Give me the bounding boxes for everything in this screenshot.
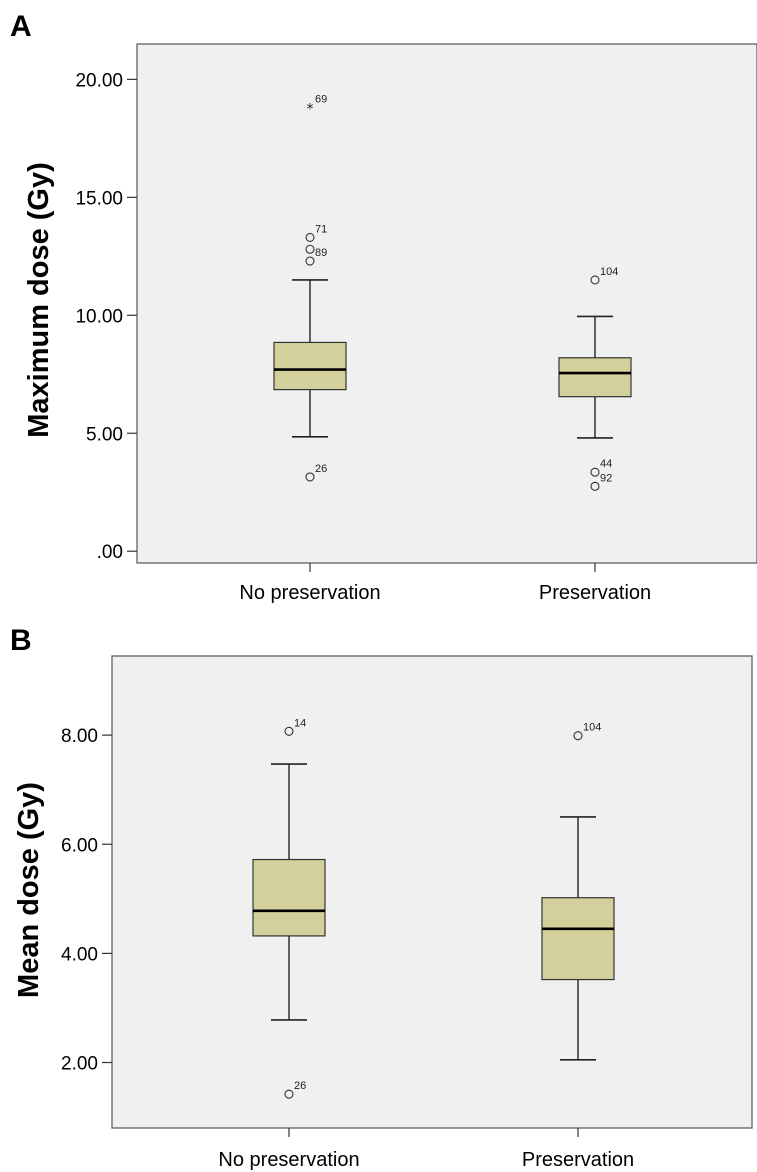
- x-category-label: Preservation: [522, 1149, 634, 1171]
- outlier-label: 92: [600, 472, 612, 484]
- y-tick-label: 5.00: [86, 424, 123, 445]
- x-category-label: Preservation: [539, 582, 651, 604]
- outlier-circle: [305, 472, 315, 482]
- outlier-label: 14: [294, 717, 306, 729]
- plot-area-a: [136, 43, 757, 564]
- outlier-label: 89: [315, 247, 327, 259]
- y-tick-label: .00: [97, 542, 123, 563]
- outlier-circle: [590, 467, 600, 477]
- outlier-circle: [573, 731, 583, 741]
- y-tick-label: 4.00: [61, 944, 98, 965]
- y-tick-label: 6.00: [61, 835, 98, 856]
- panel-letter-b: B: [10, 624, 32, 657]
- outlier-label: 26: [294, 1080, 306, 1092]
- y-tick-label: 10.00: [75, 306, 123, 327]
- y-tick-label: 20.00: [75, 70, 123, 91]
- panel-letter-a: A: [10, 10, 32, 43]
- outlier-circle: [590, 481, 600, 491]
- outlier-label: 71: [315, 223, 327, 235]
- outlier-star: *: [307, 102, 314, 118]
- iqr-box: [252, 858, 326, 937]
- outlier-circle: [284, 726, 294, 736]
- y-tick-label: 15.00: [75, 188, 123, 209]
- iqr-box: [558, 357, 632, 398]
- outlier-circle: [590, 275, 600, 285]
- outlier-label: 104: [583, 722, 601, 734]
- iqr-box: [541, 897, 615, 981]
- outlier-label: 26: [315, 463, 327, 475]
- outlier-label: 44: [600, 458, 612, 470]
- iqr-box: [273, 341, 347, 391]
- x-category-label: No preservation: [218, 1149, 359, 1171]
- plot-area-b: [111, 655, 753, 1129]
- outlier-circle: [284, 1089, 294, 1099]
- y-axis-label: Mean dose (Gy): [13, 782, 45, 998]
- outlier-label: 104: [600, 266, 618, 278]
- x-category-label: No preservation: [239, 582, 380, 604]
- outlier-circle: [305, 256, 315, 266]
- y-axis-label: Maximum dose (Gy): [23, 162, 55, 438]
- y-tick-label: 2.00: [61, 1054, 98, 1075]
- outlier-circle: [305, 232, 315, 242]
- outlier-circle: [305, 244, 315, 254]
- y-tick-label: 8.00: [61, 726, 98, 747]
- outlier-label: 69: [315, 94, 327, 106]
